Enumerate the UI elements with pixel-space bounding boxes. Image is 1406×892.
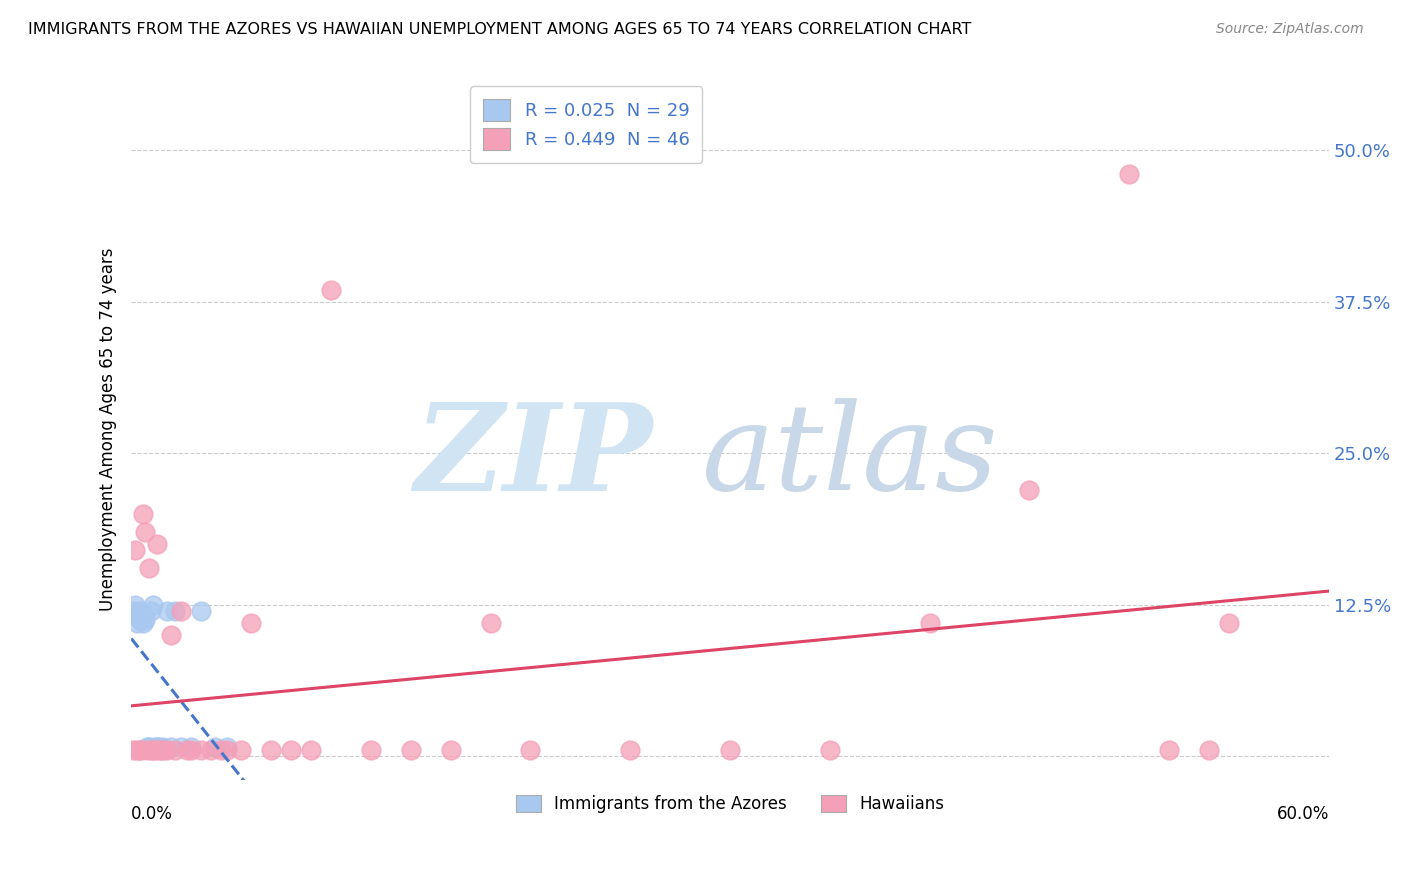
Text: 0.0%: 0.0% [131, 805, 173, 823]
Point [165, 604, 187, 618]
Point [215, 743, 238, 757]
Point [360, 743, 382, 757]
Point [1118, 168, 1140, 182]
Point [1218, 615, 1240, 630]
Point [128, 604, 150, 618]
Point [479, 615, 502, 630]
Point [200, 743, 222, 757]
Point [143, 743, 166, 757]
Point [204, 739, 226, 754]
Text: atlas: atlas [702, 399, 998, 516]
Point [160, 739, 183, 754]
Point [128, 743, 150, 757]
Point [170, 604, 193, 618]
Point [128, 606, 150, 620]
Point [439, 743, 461, 757]
Point [134, 524, 156, 539]
Point [132, 507, 155, 521]
Point [319, 283, 342, 297]
Text: IMMIGRANTS FROM THE AZORES VS HAWAIIAN UNEMPLOYMENT AMONG AGES 65 TO 74 YEARS CO: IMMIGRANTS FROM THE AZORES VS HAWAIIAN U… [28, 22, 972, 37]
Point [132, 615, 155, 630]
Point [134, 614, 156, 628]
Point [146, 739, 169, 754]
Point [150, 740, 173, 755]
Point [138, 561, 160, 575]
Point [129, 614, 152, 628]
Point [190, 743, 212, 757]
Point [146, 537, 169, 551]
Point [156, 604, 179, 618]
Point [165, 743, 187, 757]
Point [138, 739, 160, 754]
Y-axis label: Unemployment Among Ages 65 to 74 years: Unemployment Among Ages 65 to 74 years [100, 247, 117, 611]
Point [143, 739, 166, 754]
Point [136, 740, 159, 755]
Point [215, 739, 238, 754]
Point [209, 743, 232, 757]
Point [280, 743, 302, 757]
Point [150, 743, 173, 757]
Point [1198, 743, 1220, 757]
Point [127, 743, 149, 757]
Point [124, 543, 146, 558]
Point [519, 743, 541, 757]
Point [127, 615, 149, 630]
Point [176, 743, 198, 757]
Point [136, 739, 159, 754]
Point [260, 743, 283, 757]
Point [127, 610, 149, 624]
Point [399, 743, 422, 757]
Point [718, 743, 741, 757]
Point [136, 743, 159, 757]
Text: ZIP: ZIP [413, 398, 652, 516]
Point [142, 598, 165, 612]
Point [190, 604, 212, 618]
Point [180, 743, 202, 757]
Text: Source: ZipAtlas.com: Source: ZipAtlas.com [1216, 22, 1364, 37]
Point [129, 610, 152, 624]
Point [1159, 743, 1181, 757]
Point [124, 598, 146, 612]
Point [129, 743, 152, 757]
Legend: Immigrants from the Azores, Hawaiians: Immigrants from the Azores, Hawaiians [508, 787, 952, 822]
Point [918, 615, 941, 630]
Point [170, 739, 193, 754]
Point [122, 604, 145, 618]
Point [141, 743, 163, 757]
Point [229, 743, 252, 757]
Point [240, 615, 263, 630]
Point [141, 604, 163, 618]
Point [299, 743, 322, 757]
Point [142, 743, 165, 757]
Point [152, 743, 174, 757]
Point [152, 739, 174, 754]
Point [148, 743, 170, 757]
Point [122, 743, 145, 757]
Point [160, 628, 183, 642]
Point [1018, 483, 1040, 497]
Text: 60.0%: 60.0% [1277, 805, 1329, 823]
Point [148, 739, 170, 754]
Point [134, 610, 156, 624]
Point [818, 743, 841, 757]
Point [156, 743, 179, 757]
Point [180, 739, 202, 754]
Point [619, 743, 641, 757]
